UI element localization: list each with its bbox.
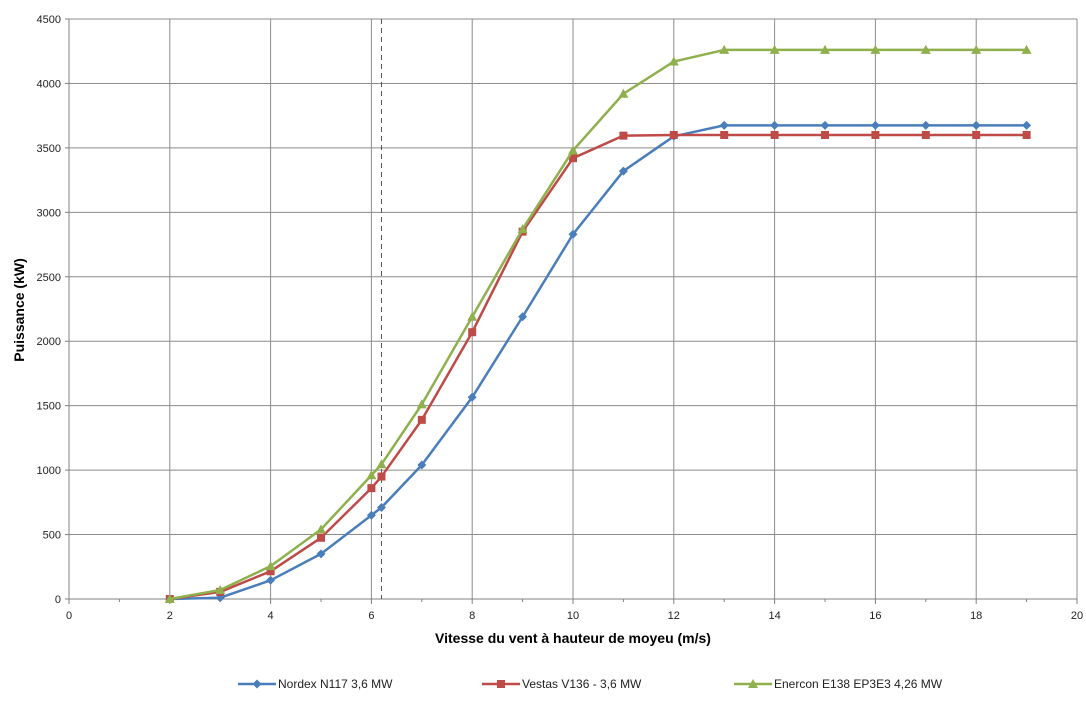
data-point bbox=[467, 392, 477, 402]
y-tick-label: 3000 bbox=[37, 207, 61, 219]
data-point bbox=[870, 120, 880, 130]
x-tick-label: 4 bbox=[268, 610, 274, 622]
data-point bbox=[769, 44, 780, 54]
legend-item: Nordex N117 3,6 MW bbox=[238, 677, 393, 691]
data-point bbox=[770, 120, 780, 130]
legend-label: Vestas V136 - 3,6 MW bbox=[522, 677, 642, 691]
y-tick-label: 0 bbox=[55, 594, 61, 606]
data-point bbox=[820, 120, 830, 130]
data-point bbox=[467, 311, 478, 321]
x-tick-label: 2 bbox=[167, 610, 173, 622]
x-tick-label: 18 bbox=[970, 610, 982, 622]
data-point bbox=[316, 524, 326, 534]
x-tick-label: 14 bbox=[768, 610, 780, 622]
data-point bbox=[468, 328, 477, 337]
data-point bbox=[669, 131, 678, 139]
data-point bbox=[376, 459, 387, 469]
y-axis-title: Puissance (kW) bbox=[11, 258, 27, 361]
x-tick-label: 0 bbox=[66, 610, 72, 622]
data-point bbox=[719, 44, 730, 54]
data-point bbox=[416, 399, 427, 409]
data-point bbox=[266, 575, 276, 585]
data-point bbox=[770, 131, 779, 139]
data-point bbox=[215, 584, 226, 594]
legend-item: Vestas V136 - 3,6 MW bbox=[482, 677, 642, 691]
y-tick-label: 2500 bbox=[37, 272, 61, 284]
legend-label: Nordex N117 3,6 MW bbox=[278, 677, 393, 691]
x-tick-label: 8 bbox=[469, 610, 475, 622]
x-tick-label: 20 bbox=[1071, 610, 1083, 622]
data-point bbox=[972, 131, 981, 139]
data-point bbox=[921, 120, 931, 130]
data-point bbox=[619, 131, 628, 140]
legend: Nordex N117 3,6 MW Vestas V136 - 3,6 MW En… bbox=[238, 677, 943, 691]
y-tick-label: 1000 bbox=[37, 465, 61, 477]
data-point bbox=[569, 154, 577, 163]
x-tick-label: 16 bbox=[869, 610, 881, 622]
data-point bbox=[316, 549, 326, 559]
y-tick-label: 4000 bbox=[37, 78, 61, 90]
data-point bbox=[377, 472, 386, 481]
y-tick-label: 2000 bbox=[37, 336, 61, 348]
data-point bbox=[618, 166, 628, 176]
data-point bbox=[568, 229, 578, 239]
axes: 0 2 4 6 8 10 12 14 16 18 20 0 500 1000 1500 2000 2500 300… bbox=[37, 14, 1084, 622]
x-tick-label: 10 bbox=[567, 610, 579, 622]
data-point bbox=[518, 312, 528, 322]
data-point bbox=[568, 145, 578, 155]
data-point bbox=[417, 415, 426, 424]
legend-swatch-marker bbox=[748, 679, 758, 688]
data-point bbox=[720, 131, 729, 139]
x-tick-label: 12 bbox=[668, 610, 680, 622]
y-tick-label: 3500 bbox=[37, 143, 61, 155]
data-point bbox=[367, 484, 376, 493]
series-3 bbox=[164, 44, 1032, 603]
y-tick-label: 4500 bbox=[37, 14, 61, 26]
data-point bbox=[719, 120, 729, 130]
data-point bbox=[366, 510, 376, 520]
data-point bbox=[1022, 120, 1032, 130]
data-point bbox=[164, 594, 175, 603]
legend-swatch-marker bbox=[252, 679, 262, 689]
data-point bbox=[1021, 44, 1032, 54]
data-point bbox=[517, 224, 528, 234]
data-point bbox=[921, 131, 930, 139]
data-point bbox=[366, 470, 377, 480]
data-point bbox=[920, 44, 931, 54]
y-tick-label: 500 bbox=[43, 530, 61, 542]
series-group bbox=[164, 44, 1032, 604]
x-tick-label: 6 bbox=[368, 610, 374, 622]
data-point bbox=[265, 561, 276, 571]
data-point bbox=[821, 131, 829, 139]
data-point bbox=[417, 460, 427, 470]
data-point bbox=[820, 44, 830, 54]
y-tick-label: 1500 bbox=[37, 401, 61, 413]
x-axis-title: Vitesse du vent à hauteur de moyeu (m/s) bbox=[435, 630, 711, 646]
grid bbox=[69, 18, 1078, 599]
data-point bbox=[870, 44, 881, 54]
data-point bbox=[317, 533, 325, 542]
data-point bbox=[618, 88, 629, 98]
legend-label: Enercon E138 EP3E3 4,26 MW bbox=[774, 677, 943, 691]
data-point bbox=[971, 44, 982, 54]
data-point bbox=[971, 120, 981, 130]
data-point bbox=[668, 56, 679, 66]
data-point bbox=[871, 131, 880, 139]
legend-swatch-marker bbox=[497, 680, 505, 688]
data-point bbox=[1022, 131, 1031, 139]
data-point bbox=[376, 502, 386, 512]
legend-item: Enercon E138 EP3E3 4,26 MW bbox=[734, 677, 943, 691]
series-2 bbox=[165, 131, 1031, 603]
data-point bbox=[266, 567, 275, 576]
